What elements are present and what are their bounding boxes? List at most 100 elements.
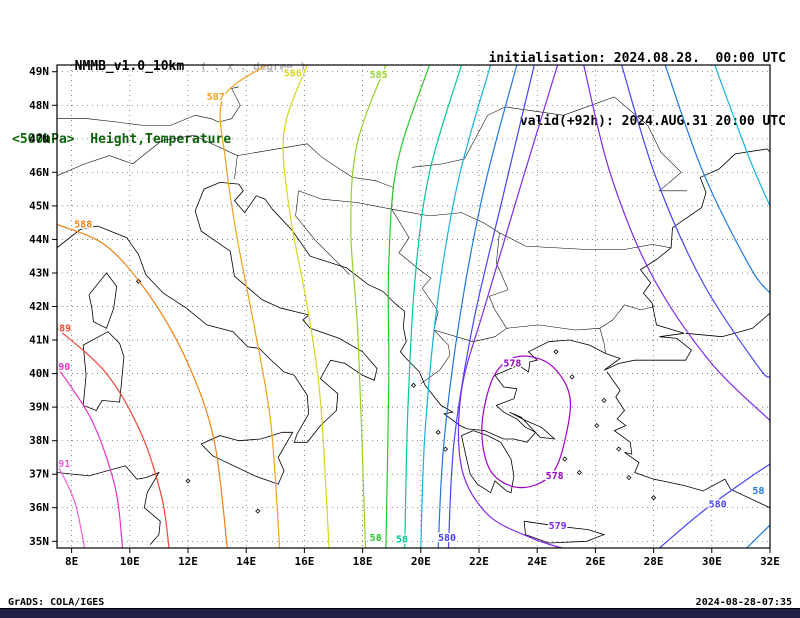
contour-label: 578: [546, 471, 564, 482]
contour-586: [282, 65, 330, 548]
contour-label: 58: [396, 535, 408, 546]
y-tick-label: 47N: [29, 132, 49, 145]
x-tick-label: 26E: [585, 555, 605, 568]
contour-label: 586: [284, 68, 302, 79]
contour-581: [664, 65, 770, 294]
contour-label: 89: [59, 323, 71, 334]
contour-578: [481, 355, 571, 489]
contour-588: [57, 223, 228, 548]
generation-timestamp: 2024-08-28-07:35: [695, 597, 792, 608]
coastline: [57, 465, 161, 545]
country-border: [298, 190, 392, 210]
y-tick-label: 49N: [29, 65, 49, 78]
x-tick-label: 14E: [236, 555, 256, 568]
contour-582: [420, 65, 492, 548]
contour-584: [385, 65, 431, 548]
y-tick-label: 39N: [29, 401, 49, 414]
island: [576, 469, 582, 476]
island: [594, 423, 600, 429]
coastline: [523, 520, 606, 544]
island: [616, 446, 622, 452]
contour-583: [404, 65, 463, 548]
y-tick-label: 44N: [29, 233, 49, 246]
island: [562, 456, 568, 462]
chart-header: NMMB_v1.0_10km ( . x . degree ) <500hPa> …: [12, 6, 786, 185]
contour-581: [746, 524, 770, 548]
y-tick-label: 48N: [29, 99, 49, 112]
contour-map: 587 586 585 588 89 90 91 58 58 580 579 578 578 580 588…: [29, 64, 780, 568]
bottom-bar: [0, 608, 800, 618]
axis-labels: 8E 10E 12E 14E 16E 18E 20E 22E 24E 26E 28E 30E 32E 35…: [29, 65, 780, 568]
header-left: NMMB_v1.0_10km ( . x . degree ) <500hPa> …: [12, 6, 306, 185]
valid-time: valid(+92h): 2024.AUG.31 20:00 UTC: [519, 114, 786, 129]
contour-label: 90: [58, 362, 70, 373]
contour-label: 588: [74, 219, 92, 230]
contour-label: 585: [370, 70, 388, 81]
island: [185, 478, 191, 484]
contour-587: [219, 65, 281, 548]
x-tick-label: 18E: [353, 555, 373, 568]
x-tick-label: 28E: [644, 555, 664, 568]
grid-lines: [57, 65, 771, 548]
y-tick-label: 42N: [29, 300, 49, 313]
init-time: initialisation: 2024.08.28. 00:00 UTC: [488, 51, 786, 66]
y-tick-label: 38N: [29, 434, 49, 447]
country-border: [411, 96, 615, 168]
model-title: NMMB_v1.0_10km: [74, 59, 185, 74]
country-border: [433, 328, 507, 342]
country-border: [57, 135, 238, 180]
contour-580: [447, 65, 535, 548]
island: [255, 508, 261, 514]
x-tick-label: 12E: [178, 555, 198, 568]
contour-582: [714, 65, 770, 207]
contour-585: [350, 65, 387, 548]
country-border: [57, 86, 241, 126]
contour-581: [437, 65, 518, 548]
coastline: [88, 272, 118, 329]
country-border: [506, 304, 656, 331]
x-tick-label: 24E: [527, 555, 547, 568]
coastline: [606, 371, 770, 509]
contour-590: [57, 366, 124, 548]
contour-lines: [57, 65, 770, 548]
resolution-note: ( . x . degree ): [200, 60, 307, 73]
y-tick-label: 46N: [29, 166, 49, 179]
x-tick-label: 22E: [469, 555, 489, 568]
contour-label: 580: [438, 533, 456, 544]
y-tick-label: 35N: [29, 535, 49, 548]
island: [435, 429, 441, 435]
coastline: [685, 312, 770, 338]
coastline: [57, 181, 378, 443]
coastline: [82, 331, 125, 411]
contour-label: 580: [709, 499, 727, 510]
x-tick-label: 16E: [294, 555, 314, 568]
chart-title: <500hPa> Height,Temperature: [12, 132, 232, 147]
contour-label: 58: [752, 486, 764, 497]
coastline: [461, 430, 515, 494]
y-tick-label: 41N: [29, 334, 49, 347]
island: [410, 382, 417, 388]
island: [651, 495, 657, 501]
contour-label: 91: [58, 459, 70, 470]
y-tick-label: 45N: [29, 199, 49, 212]
island: [569, 374, 575, 380]
contour-labels: 587 586 585 588 89 90 91 58 58 580 579 578 578 580 58: [57, 67, 766, 547]
island: [601, 397, 607, 403]
contour-591: [57, 463, 86, 548]
map-geography: [57, 86, 770, 545]
island: [553, 349, 559, 355]
country-border: [614, 96, 688, 192]
x-tick-label: 32E: [760, 555, 780, 568]
contour-label: 579: [549, 521, 567, 532]
contour-label: 58: [370, 533, 382, 544]
coastline: [639, 148, 770, 334]
coastline: [200, 431, 294, 485]
island: [442, 446, 449, 452]
y-tick-label: 40N: [29, 367, 49, 380]
y-tick-label: 36N: [29, 501, 49, 514]
contour-580: [659, 463, 770, 548]
country-border: [488, 232, 509, 329]
contour-label: 578: [503, 359, 521, 370]
x-tick-label: 10E: [120, 555, 140, 568]
contour-label: 587: [207, 92, 225, 103]
